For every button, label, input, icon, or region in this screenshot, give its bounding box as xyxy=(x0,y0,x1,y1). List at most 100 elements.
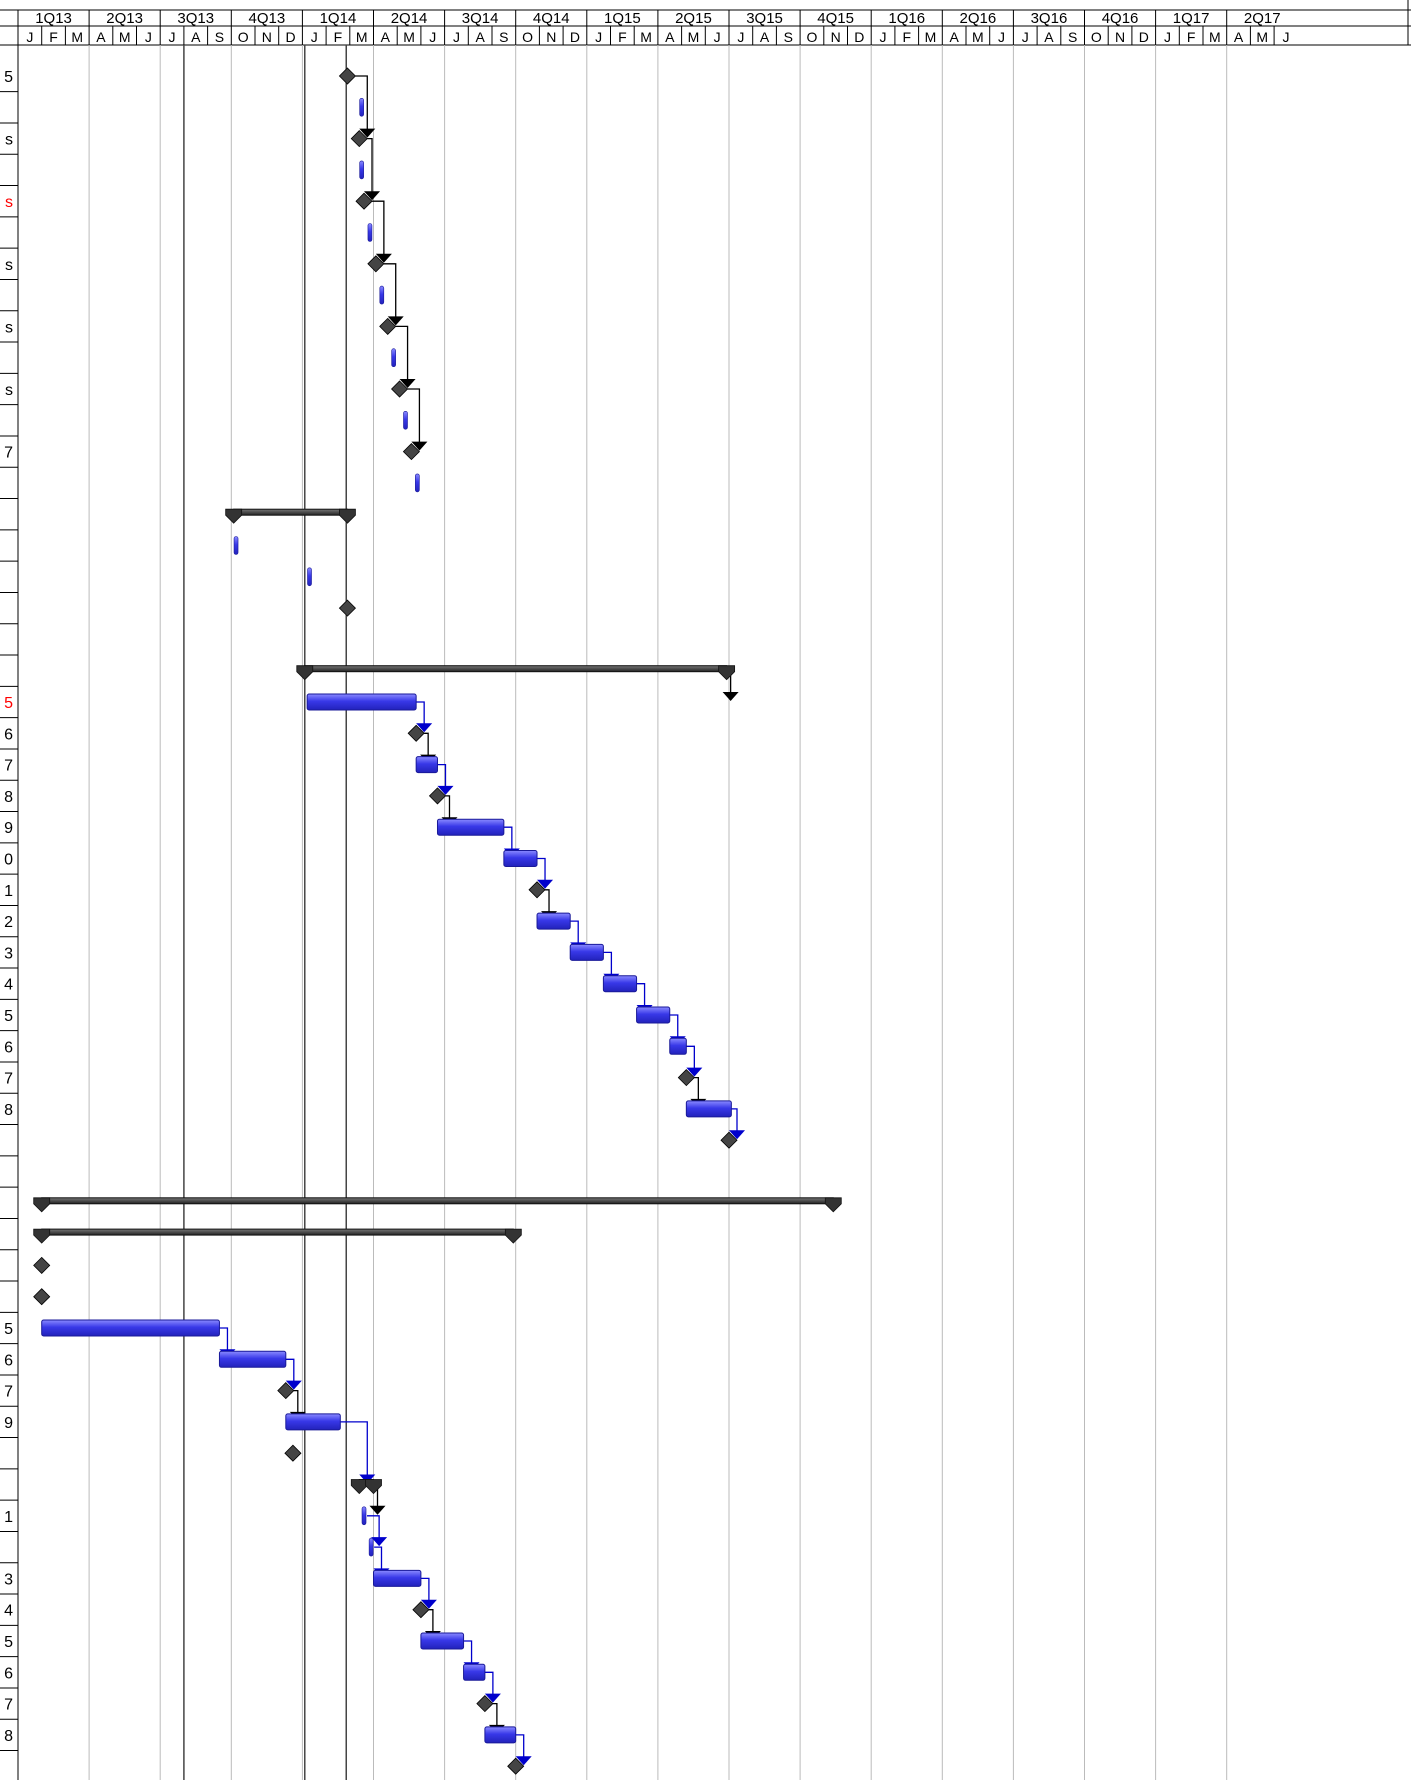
link-line xyxy=(428,1609,434,1632)
month-label: J xyxy=(1282,29,1289,45)
month-label: S xyxy=(784,29,793,45)
month-label: N xyxy=(546,29,556,45)
month-label: S xyxy=(215,29,224,45)
task-bar xyxy=(436,818,505,836)
row-id-label: 7 xyxy=(4,445,13,462)
quarter-label: 2Q13 xyxy=(106,10,143,27)
quarter-label: 1Q13 xyxy=(35,10,72,27)
quarter-label: 3Q14 xyxy=(462,10,499,27)
quarter-label: 4Q13 xyxy=(248,10,285,27)
task-bar xyxy=(373,1569,422,1587)
month-label: J xyxy=(998,29,1005,45)
link-arrow xyxy=(416,723,433,733)
link-arrow xyxy=(515,1756,532,1766)
task-bar-short xyxy=(391,348,396,368)
month-label: J xyxy=(26,29,33,45)
task-bar xyxy=(669,1037,687,1055)
link-line xyxy=(669,1014,679,1038)
row-id-label: 7 xyxy=(4,1384,13,1401)
row-id-label: 4 xyxy=(4,977,13,994)
month-label: M xyxy=(688,29,700,45)
quarter-label: 1Q14 xyxy=(320,10,357,27)
link-arrow xyxy=(686,1067,703,1077)
summary-cap-start xyxy=(33,1197,51,1213)
month-label: N xyxy=(831,29,841,45)
month-label: M xyxy=(925,29,937,45)
month-label: J xyxy=(1164,29,1171,45)
row-id-label: 5 xyxy=(4,1008,13,1025)
task-bar-short xyxy=(367,223,373,242)
link-arrow xyxy=(285,1380,302,1390)
link-arrow xyxy=(729,1130,745,1140)
month-label: J xyxy=(429,29,436,45)
row-id-label: 9 xyxy=(4,1415,13,1432)
link-line xyxy=(420,1577,430,1601)
link-line xyxy=(463,1640,473,1664)
task-bars xyxy=(33,67,842,1775)
milestone-diamond xyxy=(476,1695,494,1713)
row-separators xyxy=(0,91,18,1752)
month-label: J xyxy=(311,29,318,45)
row-id-label: s xyxy=(5,319,13,336)
milestone-diamond xyxy=(350,130,368,148)
task-bar xyxy=(636,1006,671,1024)
month-label: M xyxy=(972,29,984,45)
summary-cap-end xyxy=(339,508,356,524)
milestone-diamond xyxy=(33,1256,51,1274)
row-id-label: 5 xyxy=(4,1321,13,1338)
row-id-label: 5 xyxy=(4,69,13,86)
link-arrow xyxy=(411,441,428,451)
link-arrow xyxy=(359,128,376,138)
task-bar xyxy=(420,1632,465,1650)
month-label: S xyxy=(1068,29,1077,45)
row-id-label: 8 xyxy=(4,1728,13,1745)
summary-bar xyxy=(233,508,348,516)
link-line xyxy=(545,889,550,913)
quarter-label: 4Q16 xyxy=(1102,10,1139,27)
quarter-label: 1Q16 xyxy=(888,10,925,27)
link-line xyxy=(603,951,613,975)
task-bar-short xyxy=(233,536,239,555)
month-label: N xyxy=(262,29,272,45)
link-arrow xyxy=(364,191,381,201)
milestone-diamond xyxy=(412,1601,430,1619)
month-label: M xyxy=(640,29,652,45)
reference-lines xyxy=(183,45,347,1780)
link-arrow xyxy=(375,253,392,263)
milestone-diamond xyxy=(367,255,385,273)
month-label: F xyxy=(334,29,343,45)
month-label: J xyxy=(169,29,176,45)
link-line xyxy=(395,325,409,380)
link-line xyxy=(407,388,421,443)
month-label: M xyxy=(71,29,83,45)
task-bar xyxy=(569,943,604,961)
link-line xyxy=(484,1671,494,1695)
link-line xyxy=(537,857,546,881)
summary-cap-end xyxy=(718,665,736,681)
month-label: M xyxy=(403,29,415,45)
row-id-label: 9 xyxy=(4,820,13,837)
month-label: O xyxy=(807,29,818,45)
link-line xyxy=(367,1515,380,1539)
row-id-label: 5 xyxy=(4,1634,13,1651)
month-label: A xyxy=(1044,29,1054,45)
milestone-diamond xyxy=(33,1288,51,1306)
link-arrow xyxy=(484,1693,501,1703)
month-label: F xyxy=(618,29,627,45)
link-line xyxy=(293,1389,299,1413)
milestone-diamond xyxy=(284,1444,302,1462)
task-bar xyxy=(415,756,438,774)
quarter-label: 3Q16 xyxy=(1031,10,1068,27)
task-bar-short xyxy=(361,1506,367,1526)
link-line xyxy=(636,983,646,1006)
link-line xyxy=(515,1734,525,1758)
milestone-diamond xyxy=(507,1757,525,1775)
milestone-diamond xyxy=(338,599,356,617)
row-labels: 5 s s s s s 7 5 6 7 8 9 0 1 2 3 4 5 6 7 8 5 6 7 9 1 3 4 5 6 7 8 xyxy=(4,69,13,1745)
link-line xyxy=(340,1421,368,1476)
row-id-label: s xyxy=(5,194,13,211)
month-label: D xyxy=(854,29,864,45)
row-id-label: 7 xyxy=(4,1697,13,1714)
link-arrow xyxy=(369,1505,386,1515)
milestone-diamond xyxy=(338,67,356,85)
